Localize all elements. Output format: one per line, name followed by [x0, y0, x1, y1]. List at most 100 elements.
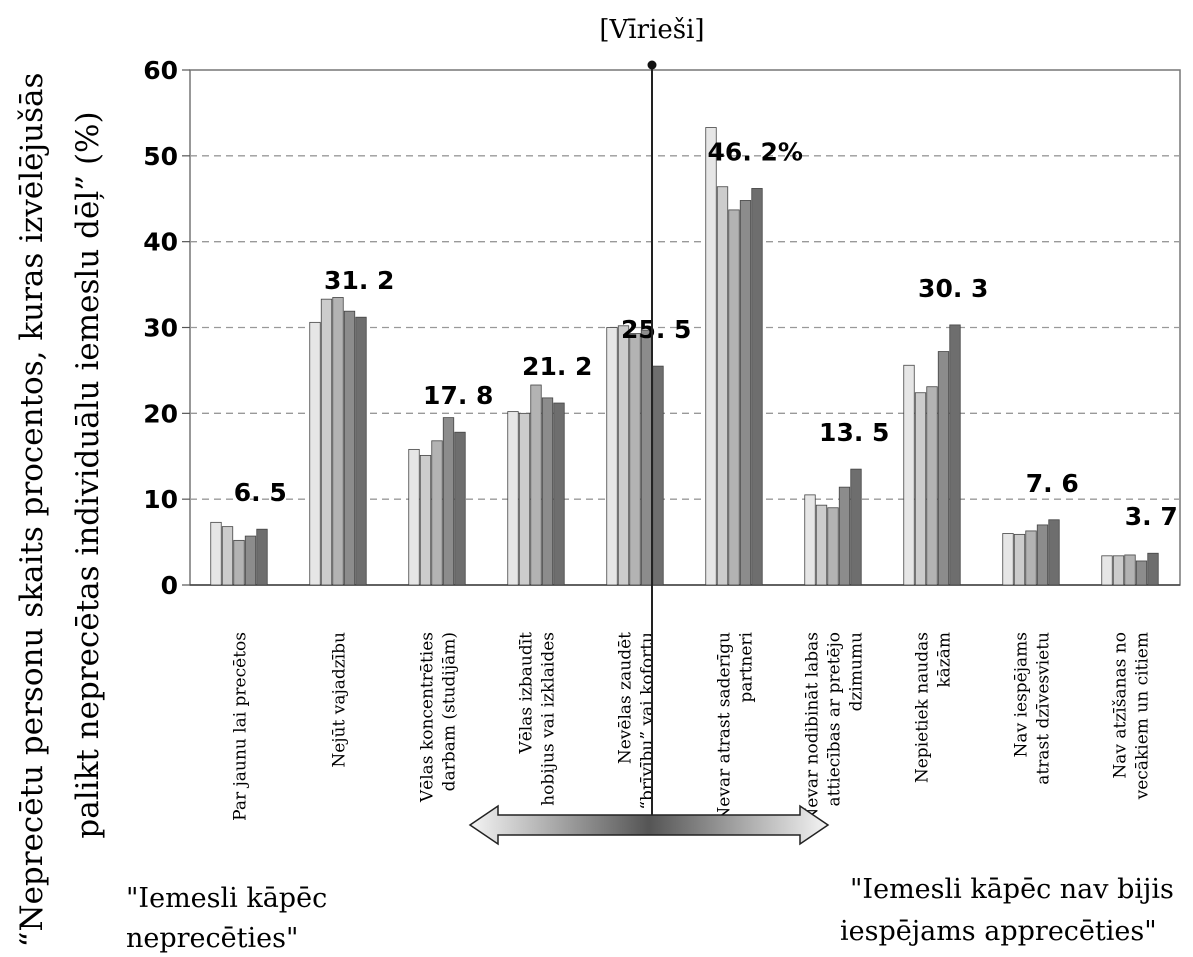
bar: [256, 528, 268, 586]
y-axis-ticks: 0 10 20 30 40 50 60: [143, 56, 190, 600]
category-label: Nevēlas zaudēt: [616, 632, 636, 764]
y-tick-label: 60: [143, 56, 178, 85]
bar: [903, 364, 915, 586]
y-axis-label-line1: “Neprecētu personu skaits procentos, kur…: [14, 73, 50, 948]
category-label: vecākiem un citiem: [1133, 632, 1153, 800]
category-label: partneri: [737, 631, 757, 702]
footer-left-line2: neprecēties": [126, 923, 298, 954]
bar: [343, 310, 356, 586]
bar: [850, 468, 862, 586]
data-labels: 6. 5 31. 2 17. 8 21. 2 25. 5 46. 2% 13. 5 30. 3…: [234, 137, 1178, 531]
bar: [1112, 555, 1125, 586]
footer-right-line2: iespējams apprecēties": [840, 916, 1157, 947]
bar: [937, 351, 950, 586]
data-label: 31. 2: [324, 266, 394, 295]
bar: [804, 494, 816, 586]
category-label: “brīvību” vai kofortu: [638, 632, 658, 810]
footer-right-caption: "Iemesli kāpēc nav bijis iespējams appre…: [840, 874, 1174, 947]
footer-right-line1: "Iemesli kāpēc nav bijis: [850, 874, 1174, 905]
y-tick-label: 50: [143, 142, 178, 171]
bar: [355, 316, 367, 586]
bar: [949, 324, 961, 586]
data-label: 3. 7: [1125, 502, 1178, 531]
bar: [716, 186, 729, 586]
bar: [553, 402, 565, 586]
double-arrow-icon: [468, 804, 830, 846]
bar: [606, 327, 618, 586]
bar: [408, 448, 420, 586]
category-label: kāzām: [935, 632, 955, 688]
bar: [1124, 554, 1136, 586]
y-tick-label: 20: [143, 399, 178, 428]
y-tick-label: 10: [143, 485, 178, 514]
bar: [454, 431, 466, 586]
data-label: 46. 2%: [708, 137, 803, 166]
category-label: Nevar nodibināt labas: [803, 632, 823, 823]
data-label: 30. 3: [918, 274, 988, 303]
category-label: Nevar atrast saderīgu: [715, 632, 735, 822]
bar: [1002, 533, 1014, 586]
category-label: Vēlas izbaudīt: [517, 632, 537, 755]
chart-title: [Vīrieši]: [599, 15, 704, 45]
data-label: 7. 6: [1026, 469, 1079, 498]
bar: [629, 333, 641, 586]
bar: [210, 521, 222, 586]
bar: [728, 209, 740, 586]
footer-left-caption: "Iemesli kāpēc neprecēties": [126, 883, 327, 954]
category-label: Nejūt vajadzību: [330, 632, 350, 768]
bar: [518, 412, 531, 586]
data-label: 17. 8: [423, 381, 493, 410]
bar: [827, 507, 839, 586]
y-tick-label: 30: [143, 314, 178, 343]
category-labels: Par jaunu lai precētos Nejūt vajadzību Vēl…: [231, 631, 1153, 822]
bar: [1025, 530, 1037, 586]
category-label: Vēlas koncentrēties: [418, 632, 438, 803]
bar: [541, 397, 554, 586]
category-label: darbam (studijām): [440, 632, 460, 791]
bar: [233, 539, 245, 586]
category-label: Nav iespējams: [1012, 632, 1032, 757]
category-label: Nepietiek naudas: [913, 632, 933, 783]
bar: [739, 200, 752, 586]
footer-left-line1: "Iemesli kāpēc: [126, 883, 327, 914]
bar: [1147, 552, 1159, 586]
y-tick-label: 0: [161, 571, 178, 600]
divider-top-dot: [647, 60, 657, 70]
bar: [1101, 555, 1113, 586]
category-label: Par jaunu lai precētos: [231, 632, 251, 821]
data-label: 13. 5: [819, 418, 889, 447]
y-tick-label: 40: [143, 228, 178, 257]
bar: [617, 325, 630, 586]
bar: [652, 365, 664, 586]
bar: [530, 384, 542, 586]
bar: [815, 504, 828, 586]
bar: [320, 298, 333, 586]
category-label: atrast dzīvesvietu: [1034, 632, 1054, 785]
bar: [838, 486, 851, 586]
data-label: 25. 5: [621, 315, 691, 344]
bar: [1013, 533, 1026, 586]
category-label: hobijus vai izklaides: [539, 632, 559, 806]
bar: [221, 526, 234, 586]
bar: [507, 411, 519, 586]
category-label: attiecības ar pretējo: [825, 632, 845, 807]
data-label: 6. 5: [234, 478, 287, 507]
bar: [914, 392, 927, 586]
bar: [1135, 560, 1148, 586]
bar: [332, 297, 344, 586]
bar: [751, 188, 763, 586]
bar: [1036, 524, 1049, 586]
bar: [442, 417, 455, 586]
bar: [926, 386, 938, 586]
bar: [419, 454, 432, 586]
bar: [705, 127, 717, 586]
bar: [640, 329, 653, 586]
bar: [1048, 519, 1060, 586]
y-axis-label-line2: palikt neprecētas individuālu iemeslu dē…: [70, 111, 106, 838]
bar: [431, 440, 443, 586]
category-label: dzimumu: [847, 632, 867, 711]
bars: [210, 127, 1159, 586]
bar: [309, 321, 321, 586]
bar: [244, 535, 257, 586]
